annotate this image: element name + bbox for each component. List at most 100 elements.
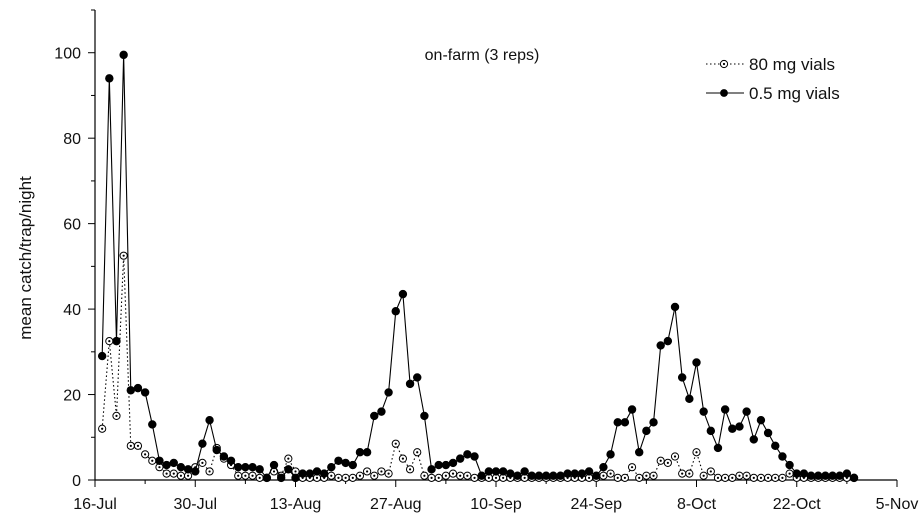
data-point (534, 471, 544, 480)
data-point (763, 428, 773, 438)
y-tick-label: 20 (63, 388, 81, 405)
data-point (140, 388, 150, 397)
data-point (341, 458, 350, 468)
data-point-center (437, 476, 440, 479)
data-point (685, 394, 694, 404)
data-point (126, 386, 136, 395)
data-point-center (251, 474, 254, 477)
data-point-center (186, 474, 190, 477)
data-point (563, 469, 572, 478)
data-point (663, 336, 673, 346)
data-point (620, 418, 630, 427)
data-point (520, 467, 529, 476)
data-point-center (244, 474, 247, 477)
data-point (427, 465, 436, 474)
data-point (420, 411, 429, 421)
data-point-center (767, 476, 770, 479)
data-point-center (366, 470, 369, 473)
data-point-center (459, 474, 462, 477)
data-point-center (394, 442, 397, 445)
legend: 80 mg vials 0.5 mg vials (706, 55, 840, 103)
data-point-center (351, 476, 354, 479)
data-point (119, 50, 128, 60)
data-point-center (731, 476, 734, 479)
data-point-center (444, 474, 447, 477)
data-point-center (745, 474, 748, 477)
data-point (212, 445, 221, 455)
x-tick-label: 13-Aug (270, 496, 322, 513)
data-point (806, 471, 816, 480)
data-point (735, 422, 744, 431)
data-point (771, 441, 780, 451)
x-tick-label: 27-Aug (370, 496, 422, 513)
x-tick-label: 8-Oct (677, 496, 717, 513)
data-point (677, 373, 687, 382)
data-point (255, 465, 264, 474)
data-point (327, 462, 336, 472)
data-point-center (358, 474, 362, 477)
data-point (556, 471, 565, 480)
data-point (234, 462, 243, 472)
data-point (778, 452, 787, 461)
data-point-center (237, 474, 240, 477)
data-point (377, 407, 386, 416)
data-point (470, 452, 479, 461)
data-point-center (616, 476, 619, 479)
x-tick-label: 22-Oct (773, 496, 822, 513)
data-point-center (430, 476, 433, 479)
data-point (169, 458, 178, 468)
data-point-center (172, 472, 175, 475)
data-point (463, 450, 472, 459)
axes: 0 20 40 60 80 100 16-Jul 30-Jul 13-Aug 27-Aug 10-S… (54, 9, 918, 513)
data-point (649, 418, 658, 427)
legend-label: 80 mg vials (749, 55, 835, 74)
data-point-center (494, 476, 498, 479)
data-point-center (401, 457, 405, 460)
y-tick-label: 60 (63, 217, 81, 234)
x-tick-label: 24-Sep (570, 496, 622, 513)
data-point-center (724, 476, 727, 479)
data-point-center (380, 470, 383, 473)
data-point-center (258, 476, 261, 479)
data-point-center (702, 474, 705, 477)
data-point (455, 454, 465, 463)
data-point-center (408, 468, 412, 471)
data-point (305, 469, 315, 478)
data-point (849, 473, 859, 483)
data-point (291, 473, 300, 483)
data-point (627, 405, 637, 414)
data-point (284, 465, 293, 474)
data-point-center (587, 476, 591, 479)
data-point-center (387, 472, 390, 475)
data-point (97, 351, 107, 361)
data-point-center (630, 466, 634, 469)
data-point-center (373, 474, 376, 477)
data-point (656, 341, 665, 350)
data-point (484, 467, 494, 476)
data-point-center (738, 474, 741, 477)
data-point-center (652, 474, 655, 477)
x-tick-label: 30-Jul (173, 496, 217, 513)
data-point (713, 443, 723, 453)
data-point-center (287, 457, 290, 460)
data-point-center (502, 476, 505, 479)
data-point (549, 471, 558, 480)
data-point-center (208, 470, 211, 473)
data-point-center (330, 474, 333, 477)
data-point (570, 469, 579, 478)
data-point-center (201, 461, 204, 465)
data-point-center (451, 472, 455, 475)
data-point (821, 471, 830, 480)
data-point-center (136, 444, 140, 447)
data-point (219, 452, 229, 461)
data-point (814, 471, 823, 480)
data-point-center (122, 254, 125, 257)
data-point-center (272, 470, 276, 473)
data-point-center (623, 476, 626, 479)
data-point (606, 450, 615, 459)
data-point-center (645, 474, 648, 477)
data-point-center (473, 476, 476, 479)
data-point (498, 467, 508, 476)
y-tick-label: 80 (63, 131, 81, 148)
data-point (613, 418, 622, 427)
